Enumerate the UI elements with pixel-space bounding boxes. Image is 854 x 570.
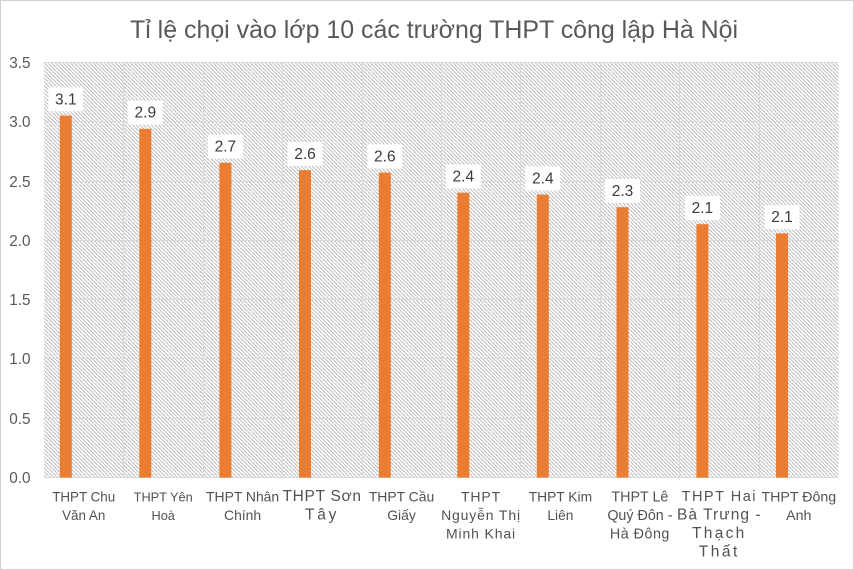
svg-text:3.1: 3.1	[55, 91, 77, 108]
svg-text:2.7: 2.7	[215, 139, 237, 156]
svg-text:3.0: 3.0	[9, 114, 30, 131]
svg-text:2.9: 2.9	[135, 105, 157, 122]
svg-text:2.6: 2.6	[374, 148, 396, 165]
svg-text:2.6: 2.6	[294, 146, 316, 163]
svg-text:2.4: 2.4	[532, 170, 554, 187]
svg-text:1.0: 1.0	[9, 351, 30, 368]
svg-text:2.1: 2.1	[771, 209, 793, 226]
svg-text:Tỉ lệ chọi vào lớp 10 các trườ: Tỉ lệ chọi vào lớp 10 các trường THPT cô…	[130, 16, 738, 44]
svg-text:1.5: 1.5	[9, 292, 30, 309]
svg-text:0.5: 0.5	[9, 411, 30, 428]
svg-text:2.5: 2.5	[9, 174, 30, 191]
svg-text:2.4: 2.4	[453, 168, 475, 185]
svg-text:0.0: 0.0	[9, 470, 30, 487]
svg-text:2.0: 2.0	[9, 233, 30, 250]
svg-text:2.3: 2.3	[612, 183, 634, 200]
svg-text:2.1: 2.1	[692, 200, 714, 217]
svg-text:3.5: 3.5	[9, 55, 30, 72]
